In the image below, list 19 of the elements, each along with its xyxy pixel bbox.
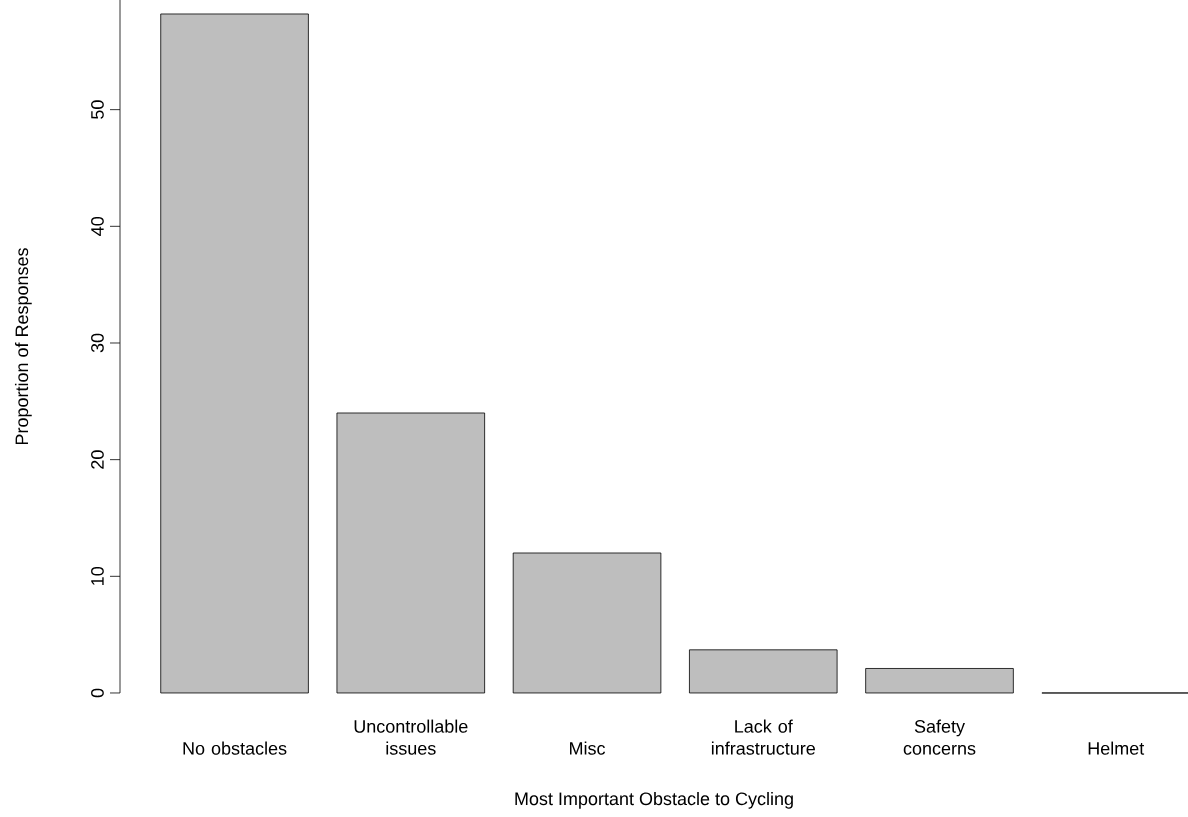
bar — [865, 668, 1014, 693]
bar — [689, 649, 838, 693]
y-tick-label: 10 — [91, 567, 104, 585]
x-tick-label: Misc — [570, 741, 606, 755]
y-tick-label: 0 — [91, 688, 104, 698]
x-tick-label: Lack of infrastructure — [711, 719, 815, 755]
x-tick-label: No obstacles — [183, 741, 287, 755]
x-tick-label: Helmet — [1088, 741, 1145, 755]
y-tick-label: 40 — [91, 217, 104, 236]
x-tick-label: Uncontrollable issues — [354, 719, 468, 755]
y-axis-title: Proportion of Responses — [14, 248, 32, 445]
bar — [160, 13, 309, 693]
x-axis-title: Most Important Obstacle to Cycling — [515, 791, 793, 809]
y-tick-label: 30 — [91, 333, 104, 353]
bar — [336, 412, 485, 693]
y-tick-label: 50 — [91, 100, 104, 119]
y-tick-label: 20 — [91, 450, 104, 469]
x-tick-label: Safety concerns — [903, 719, 976, 755]
bar — [513, 552, 661, 693]
